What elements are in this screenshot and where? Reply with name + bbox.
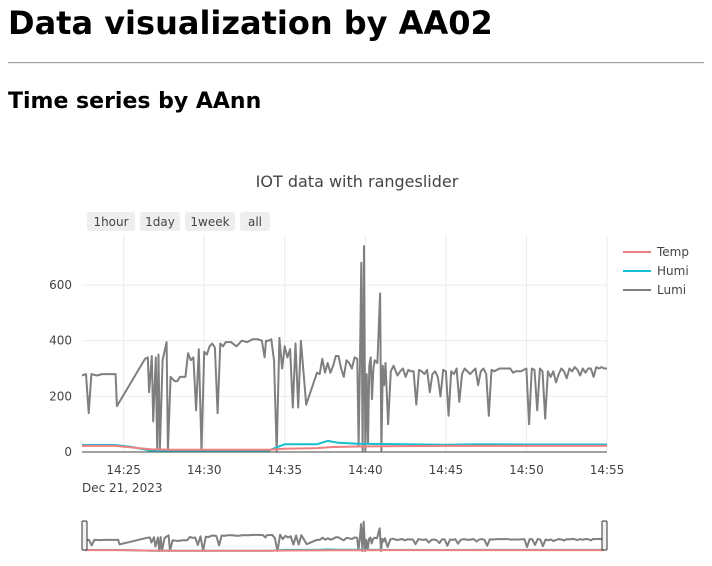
range-button-label: 1week bbox=[190, 215, 229, 229]
y-tick-label: 200 bbox=[49, 389, 72, 403]
plot-area[interactable] bbox=[81, 245, 607, 453]
range-button-label: 1hour bbox=[93, 215, 128, 229]
x-tick-label: 14:35 bbox=[267, 463, 302, 477]
x-tick-label: 14:45 bbox=[429, 463, 464, 477]
slider-line-temp bbox=[85, 549, 604, 552]
range-button-1week[interactable]: 1week bbox=[185, 212, 235, 231]
axes: 0 200 400 600 14:25 14:30 14:35 14:40 14:45 14:50… bbox=[49, 278, 624, 477]
x-tick-label: 14:50 bbox=[509, 463, 544, 477]
x-tick-label: 14:55 bbox=[590, 463, 625, 477]
range-button-1day[interactable]: 1day bbox=[140, 212, 180, 231]
section-title: Time series by AAnn bbox=[8, 89, 262, 114]
legend[interactable]: Temp Humi Lumi bbox=[623, 245, 689, 297]
chart-title: IOT data with rangeslider bbox=[256, 172, 459, 191]
range-button-all[interactable]: all bbox=[240, 212, 270, 231]
range-slider[interactable] bbox=[81, 520, 608, 552]
range-selector[interactable]: 1hour 1day 1week all bbox=[87, 212, 270, 231]
x-tick-label: 14:30 bbox=[187, 463, 222, 477]
grid bbox=[82, 235, 608, 452]
legend-label: Lumi bbox=[657, 283, 686, 297]
x-start-date-label: Dec 21, 2023 bbox=[82, 481, 162, 495]
range-button-label: 1day bbox=[145, 215, 175, 229]
y-tick-label: 0 bbox=[64, 445, 72, 459]
legend-label: Temp bbox=[656, 245, 689, 259]
legend-label: Humi bbox=[657, 264, 689, 278]
range-button-1hour[interactable]: 1hour bbox=[87, 212, 135, 231]
legend-item-lumi[interactable]: Lumi bbox=[623, 283, 686, 297]
divider bbox=[8, 62, 704, 64]
range-slider-right-handle[interactable] bbox=[601, 520, 608, 551]
range-slider-left-handle[interactable] bbox=[81, 520, 88, 551]
legend-item-humi[interactable]: Humi bbox=[623, 264, 689, 278]
series-line-lumi[interactable] bbox=[81, 245, 607, 453]
y-tick-label: 400 bbox=[49, 334, 72, 348]
y-tick-label: 600 bbox=[49, 278, 72, 292]
page-title: Data visualization by AA02 bbox=[8, 4, 493, 42]
legend-item-temp[interactable]: Temp bbox=[623, 245, 689, 259]
x-tick-label: 14:40 bbox=[348, 463, 383, 477]
series-line-temp[interactable] bbox=[82, 444, 607, 451]
x-tick-label: 14:25 bbox=[106, 463, 141, 477]
range-button-label: all bbox=[248, 215, 262, 229]
